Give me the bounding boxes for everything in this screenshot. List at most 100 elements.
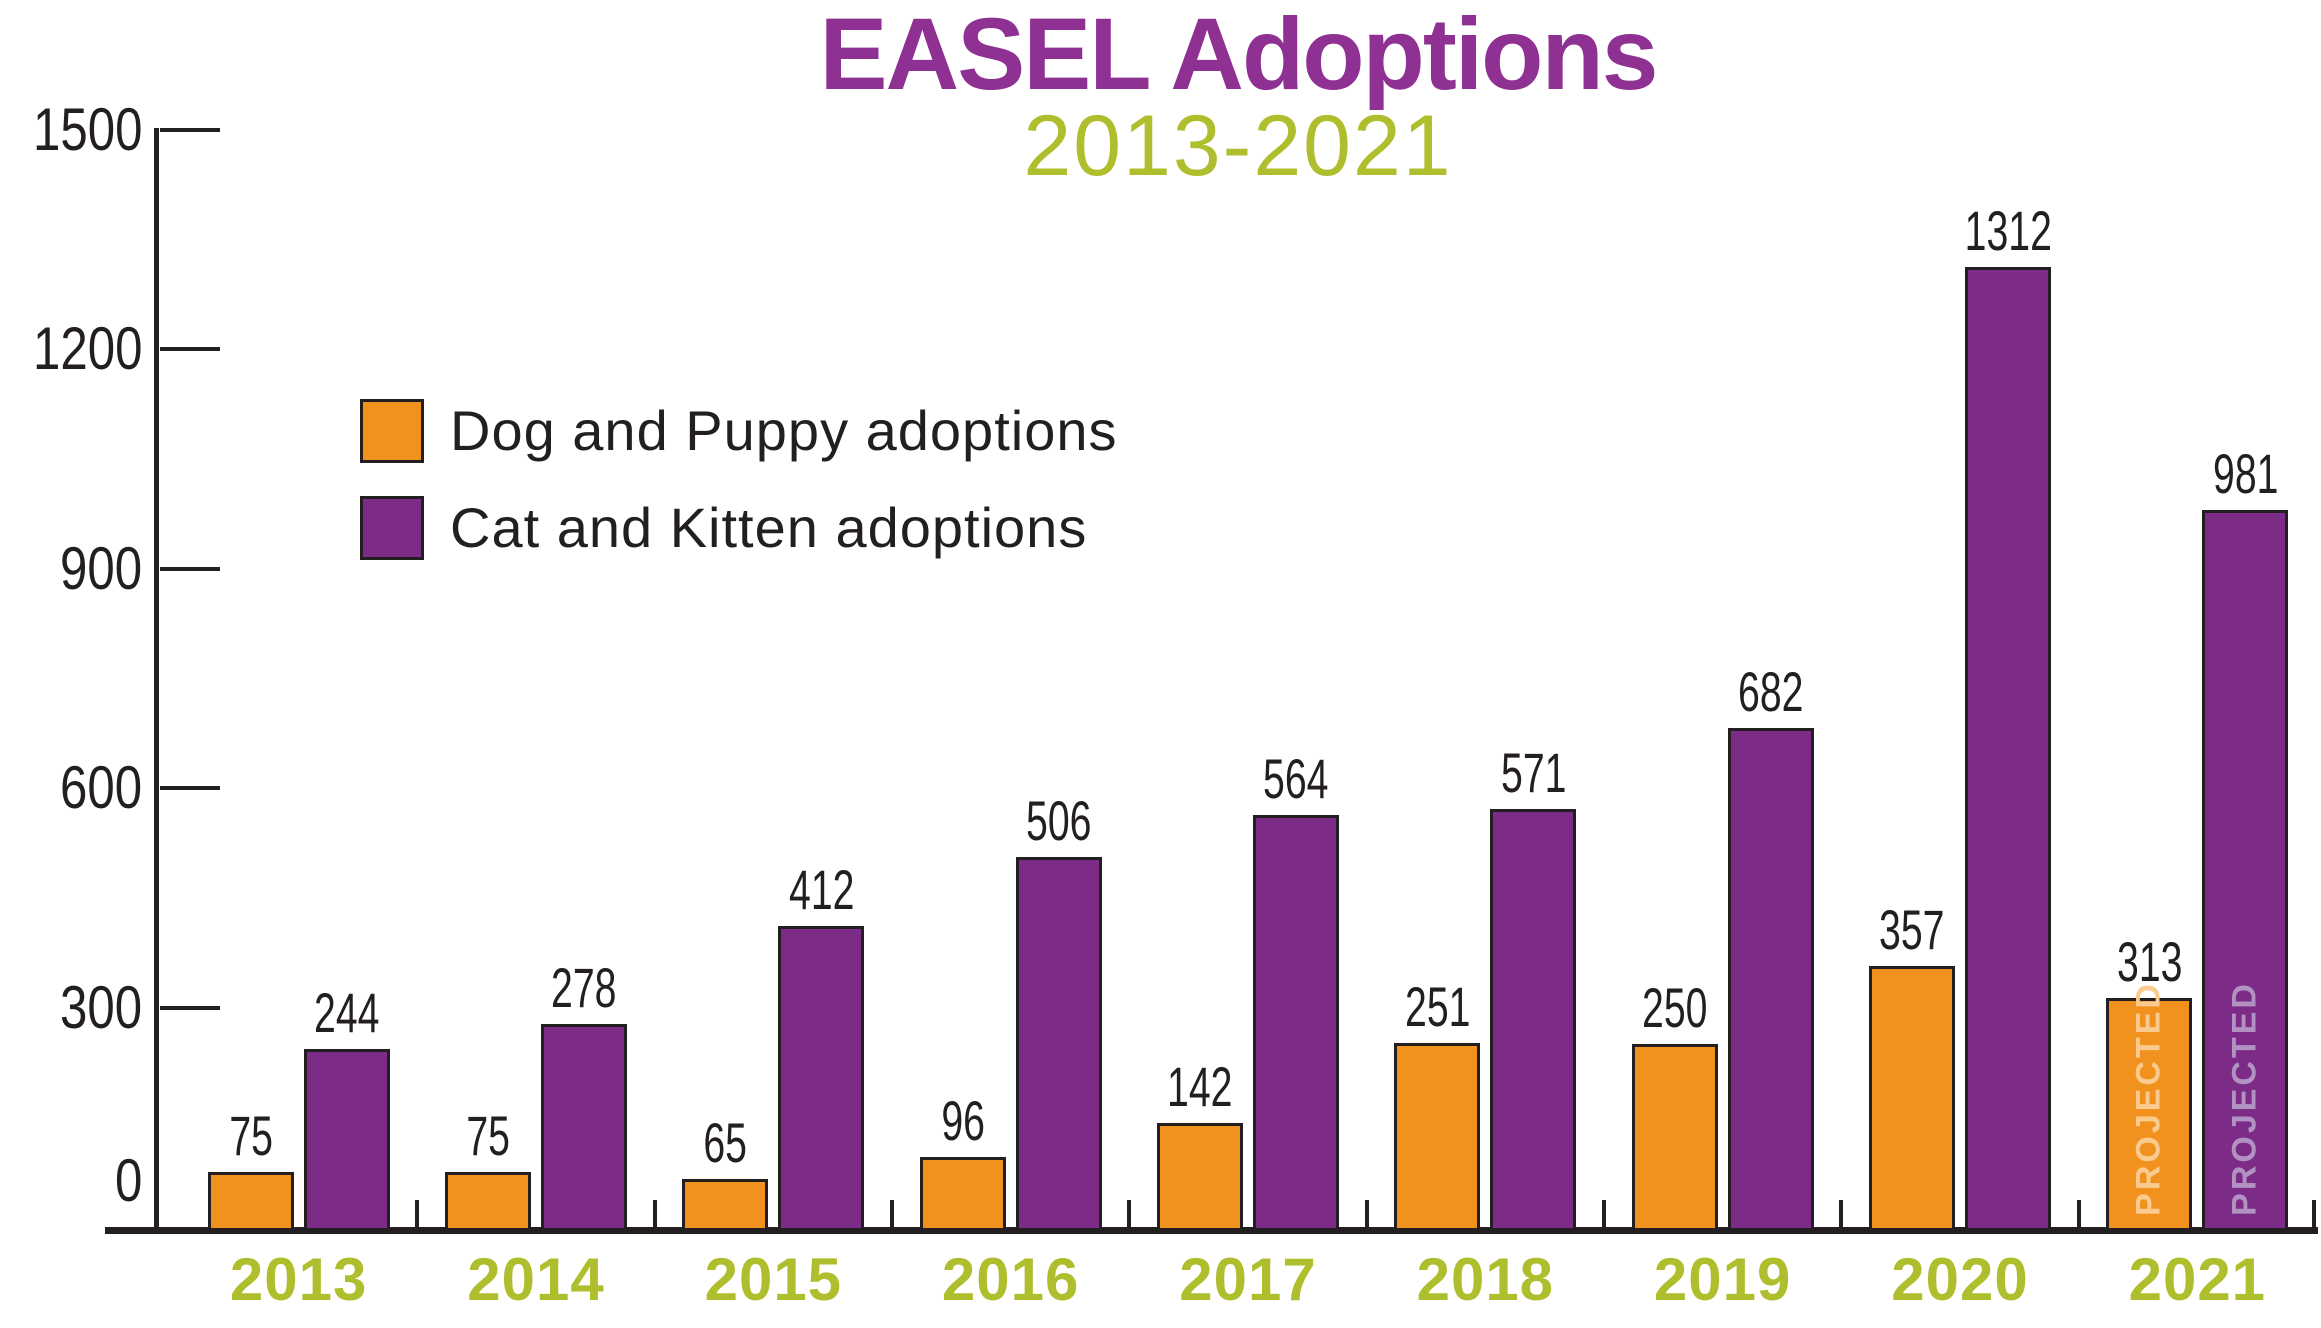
bar-value-label: 564 [1176, 746, 1416, 810]
bar-value-label: 357 [1792, 897, 2032, 961]
bar-value-label: 682 [1651, 662, 1891, 722]
bar-value: 357 [1879, 897, 1945, 961]
x-axis-year-label: 2013 [229, 1246, 368, 1313]
y-axis-tick [160, 128, 220, 132]
legend-item-cat: Cat and Kitten adoptions [360, 495, 1118, 560]
bar-value: 313 [2116, 930, 2183, 994]
y-axis-tick [160, 1005, 220, 1010]
dog-bar [207, 1172, 294, 1231]
dog-bar [919, 1156, 1006, 1231]
y-axis-tick-label: 0 [0, 1147, 142, 1215]
bar-value-label: 75 [368, 1106, 608, 1166]
bar-value-label: 506 [939, 788, 1179, 852]
cat-color-swatch [360, 495, 424, 560]
cat-bar [778, 925, 865, 1231]
bar-value: 682 [1737, 660, 1804, 724]
bar-value: 506 [1025, 788, 1092, 852]
x-axis-group-separator [2076, 1200, 2081, 1228]
y-axis-tick-label: 1500 [0, 96, 142, 164]
bar-value-label: 96 [843, 1088, 1083, 1152]
bar-value-label: 412 [701, 857, 941, 921]
dog-bar [1869, 965, 1955, 1231]
legend-label-dog: Dog and Puppy adoptions [450, 399, 1118, 462]
y-axis-tick-value: 600 [59, 754, 142, 822]
x-axis-group-separator [1127, 1200, 1132, 1228]
x-axis-year-label: 2014 [467, 1246, 605, 1313]
bar-value: 96 [940, 1088, 985, 1152]
bar-value-label: 250 [1555, 978, 1795, 1038]
bar-value-label: 142 [1080, 1057, 1320, 1117]
x-axis-year-label: 2015 [704, 1246, 843, 1313]
bar-value-label: 981 [2125, 441, 2321, 505]
bar-value: 278 [551, 955, 617, 1019]
y-axis-tick-value: 300 [59, 973, 142, 1041]
bar-value: 571 [1500, 741, 1567, 805]
dog-bar [445, 1172, 531, 1231]
cat-bar [541, 1023, 627, 1231]
cat-bar: PROJECTED [2202, 509, 2289, 1231]
bar-value-label: 278 [464, 955, 704, 1019]
projected-label: PROJECTED [2129, 981, 2168, 1216]
cat-bar [1015, 856, 1102, 1231]
y-axis-line [154, 128, 159, 1230]
dog-bar [1157, 1123, 1243, 1231]
bar-value: 412 [788, 857, 855, 921]
y-axis-tick-label: 300 [0, 974, 142, 1042]
bar-value-label: 75 [131, 1106, 371, 1166]
legend-label-cat: Cat and Kitten adoptions [450, 496, 1088, 559]
x-axis-year-label: 2017 [1179, 1246, 1317, 1313]
cat-bar [1490, 809, 1577, 1231]
x-axis-group-separator [890, 1200, 894, 1228]
bar-value: 251 [1404, 975, 1471, 1039]
bar-value-label: 65 [605, 1113, 845, 1173]
y-axis-tick-label: 900 [0, 535, 142, 603]
bar-value: 75 [228, 1104, 273, 1168]
x-axis-year-label: 2021 [2128, 1246, 2267, 1313]
y-axis-tick-value: 0 [114, 1147, 142, 1214]
cat-bar [1965, 267, 2051, 1231]
bar-value: 65 [703, 1111, 748, 1175]
bar-value: 75 [466, 1104, 510, 1168]
y-axis-tick [160, 566, 220, 571]
dog-bar [1394, 1043, 1481, 1231]
y-axis-tick-value: 1500 [32, 96, 142, 163]
chart-subtitle: 2013-2021 [1023, 98, 1453, 194]
projected-label: PROJECTED [2225, 981, 2264, 1216]
cat-bar [303, 1048, 390, 1231]
cat-bar [1253, 814, 1339, 1231]
dog-bar [1631, 1044, 1718, 1231]
bar-value: 142 [1167, 1055, 1233, 1119]
x-axis-end-tick [2312, 1200, 2316, 1228]
bar-value: 1312 [1964, 199, 2052, 263]
x-axis-group-separator [1364, 1200, 1369, 1228]
y-axis-tick [160, 786, 220, 791]
dog-bar: PROJECTED [2106, 981, 2193, 1231]
x-axis-group-separator [415, 1200, 420, 1228]
dog-color-swatch [360, 398, 424, 463]
bar-value: 250 [1641, 976, 1708, 1040]
y-axis-tick-value: 1200 [32, 315, 142, 383]
y-axis-tick-label: 600 [0, 754, 142, 822]
bar-value-label: 1312 [1888, 201, 2128, 261]
x-axis-year-label: 2019 [1653, 1246, 1792, 1313]
chart-title: EASEL Adoptions [819, 0, 1659, 111]
bar-value: 564 [1263, 746, 1329, 810]
x-axis-group-separator [652, 1200, 657, 1228]
x-axis-group-separator [1839, 1200, 1844, 1228]
bar-value: 244 [313, 980, 380, 1044]
dog-bar [682, 1179, 769, 1231]
x-axis-group-separator [1602, 1200, 1606, 1228]
bar-value-label: 251 [1317, 977, 1557, 1037]
x-axis-year-label: 2020 [1891, 1246, 2029, 1313]
bar-value: 981 [2212, 441, 2279, 505]
bar-value-label: 313 [2029, 932, 2269, 992]
y-axis-tick [160, 347, 220, 352]
x-axis-year-label: 2016 [941, 1246, 1080, 1313]
y-axis-tick-label: 1200 [0, 315, 142, 383]
cat-bar [1727, 728, 1814, 1231]
legend: Dog and Puppy adoptions Cat and Kitten a… [360, 398, 1118, 592]
x-axis-year-label: 2018 [1416, 1246, 1555, 1313]
legend-item-dog: Dog and Puppy adoptions [360, 398, 1118, 463]
bar-value-label: 571 [1413, 743, 1653, 803]
